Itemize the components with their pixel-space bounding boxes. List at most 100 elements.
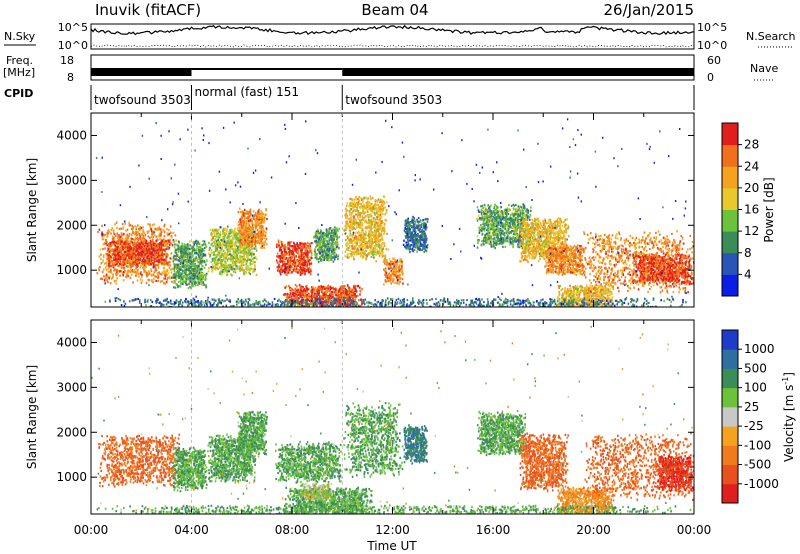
data-cell	[301, 258, 303, 261]
data-cell	[140, 241, 143, 244]
data-cell	[249, 258, 251, 261]
data-cell	[336, 235, 338, 239]
data-cell	[175, 251, 177, 254]
data-cell	[224, 227, 226, 230]
data-cell	[227, 239, 230, 242]
data-cell	[169, 225, 172, 228]
data-cell	[325, 236, 327, 239]
data-cell	[336, 245, 339, 248]
data-cell	[227, 257, 230, 260]
data-cell	[210, 232, 213, 235]
data-cell	[158, 259, 160, 262]
data-cell	[334, 233, 337, 236]
data-cell	[303, 261, 306, 264]
data-cell	[238, 251, 241, 254]
data-cell	[283, 257, 285, 260]
data-cell	[253, 232, 256, 235]
data-cell	[207, 270, 210, 273]
data-cell	[288, 264, 290, 267]
data-cell	[175, 277, 177, 280]
data-cell	[142, 234, 145, 237]
data-cell	[331, 245, 333, 248]
data-cell	[248, 213, 251, 216]
data-cell	[327, 287, 330, 290]
data-cell	[280, 260, 283, 263]
data-cell	[214, 267, 217, 270]
data-cell	[189, 285, 191, 289]
data-cell	[128, 261, 131, 264]
data-cell	[226, 230, 228, 233]
data-cell	[142, 231, 144, 235]
data-cell	[144, 235, 146, 238]
data-cell	[138, 242, 140, 245]
data-cell	[361, 287, 363, 291]
data-cell	[296, 250, 299, 253]
nave-tick-bottom: 0	[707, 71, 714, 84]
data-cell	[189, 252, 191, 255]
data-cell	[122, 243, 124, 246]
data-cell	[236, 247, 239, 250]
data-cell	[276, 243, 278, 246]
data-cell	[253, 234, 255, 237]
data-cell	[293, 253, 295, 256]
data-cell	[158, 271, 160, 274]
data-cell	[125, 256, 127, 259]
data-cell	[325, 252, 328, 255]
data-cell	[292, 245, 295, 248]
station-title: Inuvik (fitACF)	[95, 1, 201, 19]
data-cell	[287, 271, 290, 274]
data-cell	[245, 266, 247, 269]
data-cell	[265, 213, 268, 217]
data-cell	[187, 265, 190, 268]
data-cell	[112, 229, 115, 232]
data-cell	[248, 236, 250, 239]
data-cell	[182, 279, 184, 283]
data-cell	[136, 271, 139, 275]
data-cell	[241, 268, 244, 271]
data-cell	[138, 261, 140, 265]
data-cell	[256, 215, 258, 218]
data-cell	[127, 260, 129, 263]
data-cell	[130, 237, 132, 240]
data-cell	[132, 257, 135, 260]
data-cell	[139, 245, 142, 248]
data-cell	[243, 208, 246, 211]
data-cell	[245, 237, 248, 240]
data-cell	[108, 277, 110, 280]
data-cell	[182, 272, 184, 275]
data-cell	[229, 235, 231, 238]
data-cell	[313, 289, 316, 292]
data-cell	[105, 240, 107, 243]
data-cell	[248, 231, 251, 234]
data-cell	[123, 267, 126, 270]
data-cell	[166, 268, 169, 271]
data-cell	[218, 258, 220, 261]
data-cell	[255, 249, 258, 252]
data-cell	[141, 279, 144, 282]
data-cell	[191, 251, 194, 254]
data-cell	[263, 230, 266, 233]
data-cell	[151, 238, 154, 241]
data-cell	[233, 257, 236, 260]
data-cell	[214, 248, 217, 251]
data-cell	[114, 249, 117, 252]
data-cell	[131, 270, 133, 273]
data-cell	[106, 254, 108, 257]
data-cell	[319, 286, 322, 289]
data-cell	[337, 302, 339, 305]
freq-tick-bottom: 8	[67, 71, 74, 84]
data-cell	[226, 254, 228, 257]
data-cell	[133, 262, 136, 265]
data-cell	[155, 258, 158, 261]
data-cell	[304, 261, 307, 264]
data-cell	[136, 237, 139, 240]
data-cell	[332, 238, 335, 241]
data-cell	[163, 277, 165, 280]
data-cell	[201, 272, 204, 276]
data-cell	[325, 239, 328, 242]
data-cell	[120, 247, 122, 250]
data-cell	[235, 231, 238, 234]
data-cell	[155, 251, 157, 254]
data-cell	[321, 243, 324, 246]
data-cell	[175, 271, 178, 274]
